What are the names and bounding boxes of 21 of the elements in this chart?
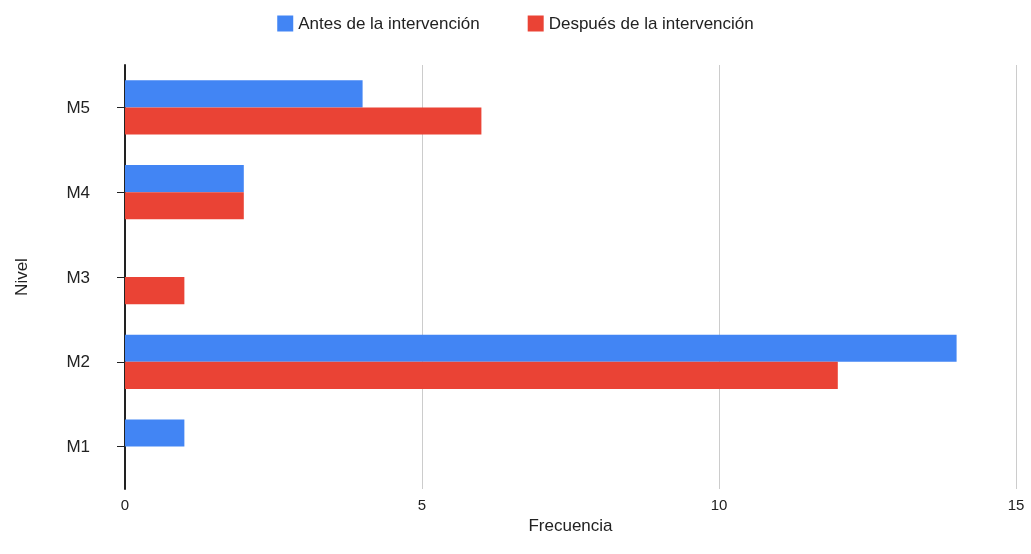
legend-label: Antes de la intervención bbox=[298, 14, 480, 33]
bar bbox=[125, 361, 838, 389]
bar bbox=[125, 419, 185, 447]
y-axis-title: Nivel bbox=[12, 258, 31, 296]
x-tick-label: 0 bbox=[120, 496, 130, 513]
x-axis-title: Frecuencia bbox=[528, 515, 614, 535]
y-tick-label: M1 bbox=[66, 437, 90, 457]
x-tick-label: 10 bbox=[710, 496, 728, 513]
legend-label: Después de la intervención bbox=[548, 14, 754, 33]
bar bbox=[125, 107, 482, 135]
y-tick-label: M4 bbox=[66, 182, 90, 202]
bar bbox=[125, 334, 957, 362]
y-tick-label: M5 bbox=[66, 97, 90, 117]
x-tick-label: 15 bbox=[1007, 496, 1025, 513]
bar bbox=[125, 80, 363, 108]
y-tick-label: M3 bbox=[66, 267, 90, 287]
x-tick-label: 5 bbox=[417, 496, 427, 513]
bar bbox=[125, 277, 185, 305]
bar bbox=[125, 165, 244, 193]
bar bbox=[125, 192, 244, 220]
y-tick-label: M2 bbox=[66, 352, 90, 372]
